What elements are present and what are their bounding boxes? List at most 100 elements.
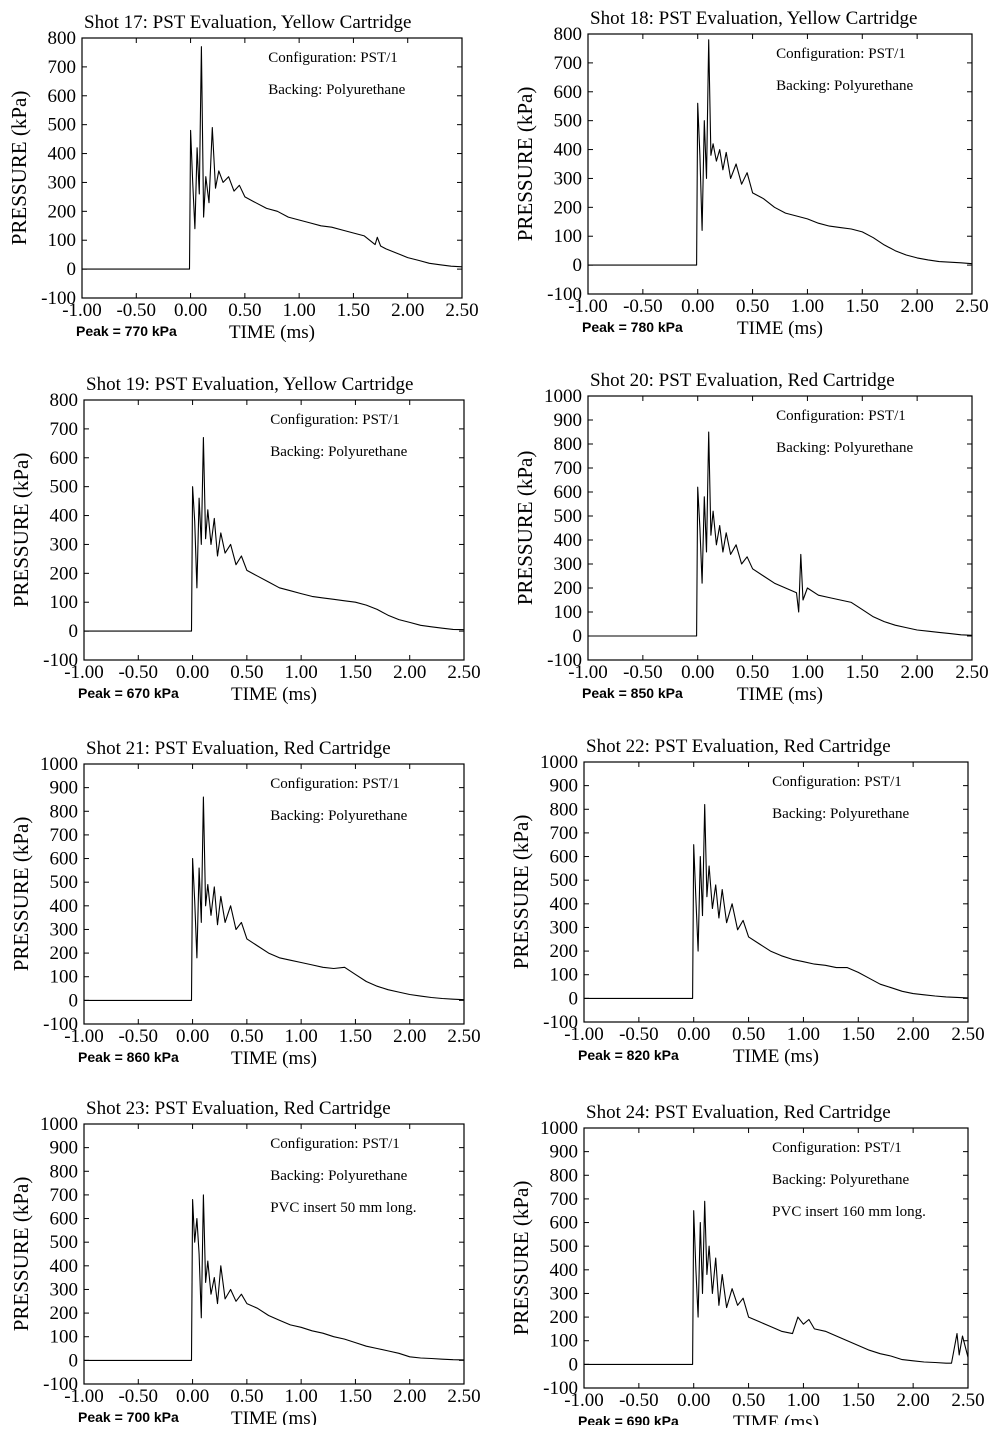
- y-tick-label: 900: [550, 776, 579, 797]
- pressure-series-line: [84, 437, 465, 632]
- x-tick-label: 2.00: [393, 1026, 426, 1047]
- y-axis-label: PRESSURE (kPa): [513, 87, 537, 242]
- annotation-text: Configuration: PST/1: [776, 408, 906, 424]
- annotation-text: PVC insert 50 mm long.: [270, 1200, 416, 1216]
- x-tick-label: 2.00: [393, 662, 426, 683]
- chart-panel-3: Shot 19: PST Evaluation, Yellow Cartridg…: [9, 374, 481, 705]
- y-tick-label: 200: [50, 1303, 79, 1324]
- x-tick-label: 2.50: [951, 1024, 984, 1045]
- y-tick-label: 200: [550, 1307, 579, 1328]
- annotation-text: Configuration: PST/1: [268, 50, 398, 66]
- y-tick-label: -100: [547, 650, 582, 671]
- x-tick-label: 1.00: [791, 296, 824, 317]
- y-tick-label: 100: [550, 1331, 579, 1352]
- x-tick-label: 0.00: [176, 1386, 209, 1407]
- chart-panel-4: Shot 20: PST Evaluation, Red Cartridge -1…: [513, 370, 989, 705]
- chart-panel-1: Shot 17: PST Evaluation, Yellow Cartridg…: [7, 12, 479, 343]
- peak-label: Peak = 670 kPa: [78, 685, 179, 701]
- y-tick-label: 500: [550, 1236, 579, 1257]
- pressure-series-line: [588, 39, 973, 266]
- y-tick-label: 400: [550, 1260, 579, 1281]
- x-tick-label: 1.50: [842, 1024, 875, 1045]
- x-tick-label: 0.00: [174, 300, 207, 321]
- y-tick-label: 100: [554, 226, 583, 247]
- y-tick-label: 600: [48, 86, 77, 107]
- y-tick-label: 1000: [544, 386, 582, 407]
- y-tick-label: 800: [550, 1165, 579, 1186]
- x-tick-label: 2.00: [901, 662, 934, 683]
- y-tick-label: 500: [550, 870, 579, 891]
- x-axis-label: TIME (ms): [231, 1408, 317, 1425]
- y-tick-label: 100: [50, 1327, 79, 1348]
- y-axis-label: PRESSURE (kPa): [7, 91, 31, 246]
- y-tick-label: 400: [48, 144, 77, 165]
- y-axis-label: PRESSURE (kPa): [513, 451, 537, 606]
- y-tick-label: 300: [550, 917, 579, 938]
- y-tick-label: 1000: [540, 1118, 578, 1139]
- y-tick-label: 0: [573, 626, 583, 647]
- annotation-text: PVC insert 160 mm long.: [772, 1204, 926, 1220]
- x-tick-label: -1.00: [64, 1386, 104, 1407]
- y-tick-label: 700: [550, 1189, 579, 1210]
- plot-frame: [587, 33, 973, 295]
- x-tick-label: 0.00: [677, 1390, 710, 1411]
- peak-label: Peak = 860 kPa: [78, 1049, 179, 1065]
- plot-frame: [583, 761, 969, 1023]
- y-tick-label: -100: [543, 1378, 578, 1399]
- y-tick-label: 100: [50, 967, 79, 988]
- x-axis-label: TIME (ms): [229, 322, 315, 343]
- x-tick-label: 0.50: [736, 296, 769, 317]
- y-tick-label: 800: [554, 24, 583, 45]
- x-tick-label: -0.50: [623, 662, 663, 683]
- x-tick-label: 0.50: [732, 1024, 765, 1045]
- y-tick-label: 400: [50, 896, 79, 917]
- y-tick-label: 300: [48, 172, 77, 193]
- y-tick-label: 600: [550, 847, 579, 868]
- y-tick-label: -100: [43, 1014, 78, 1035]
- y-tick-label: -100: [43, 1374, 78, 1395]
- annotation-text: Backing: Polyurethane: [776, 78, 913, 94]
- y-tick-label: 700: [554, 53, 583, 74]
- y-tick-label: 200: [48, 201, 77, 222]
- y-axis-label: PRESSURE (kPa): [9, 817, 33, 972]
- y-tick-label: 600: [554, 482, 583, 503]
- annotation-text: Backing: Polyurethane: [772, 806, 909, 822]
- chart-title: Shot 20: PST Evaluation, Red Cartridge: [590, 370, 895, 391]
- chart-panel-2: Shot 18: PST Evaluation, Yellow Cartridg…: [513, 8, 989, 339]
- chart-title: Shot 23: PST Evaluation, Red Cartridge: [86, 1098, 391, 1119]
- plot-frame: [83, 399, 465, 661]
- x-tick-label: -1.00: [564, 1024, 604, 1045]
- y-axis-label: PRESSURE (kPa): [509, 815, 533, 970]
- y-tick-label: 300: [50, 534, 79, 555]
- x-tick-label: 1.50: [846, 662, 879, 683]
- x-tick-label: 0.50: [736, 662, 769, 683]
- y-tick-label: 0: [573, 255, 583, 276]
- x-tick-label: -1.00: [62, 300, 102, 321]
- x-tick-label: 2.50: [955, 296, 988, 317]
- x-tick-label: 1.50: [846, 296, 879, 317]
- peak-label: Peak = 770 kPa: [76, 323, 177, 339]
- y-tick-label: 500: [50, 477, 79, 498]
- x-tick-label: -0.50: [118, 1026, 158, 1047]
- y-tick-label: 600: [50, 849, 79, 870]
- y-tick-label: 0: [69, 621, 79, 642]
- x-tick-label: 2.00: [391, 300, 424, 321]
- x-tick-label: 0.00: [677, 1024, 710, 1045]
- y-tick-label: 500: [554, 506, 583, 527]
- x-tick-label: 1.00: [787, 1390, 820, 1411]
- y-tick-label: 600: [554, 82, 583, 103]
- x-tick-label: 0.00: [176, 1026, 209, 1047]
- y-tick-label: 800: [50, 801, 79, 822]
- chart-panel-5: Shot 21: PST Evaluation, Red Cartridge -1…: [9, 738, 481, 1069]
- plot-frame: [83, 1123, 465, 1385]
- y-axis-label: PRESSURE (kPa): [9, 1177, 33, 1332]
- x-tick-label: 0.50: [230, 662, 263, 683]
- chart-title: Shot 24: PST Evaluation, Red Cartridge: [586, 1102, 891, 1123]
- annotation-text: Configuration: PST/1: [772, 774, 902, 790]
- y-tick-label: 1000: [540, 752, 578, 773]
- y-tick-label: 200: [554, 197, 583, 218]
- y-tick-label: 300: [554, 554, 583, 575]
- x-axis-label: TIME (ms): [231, 684, 317, 705]
- chart-title: Shot 17: PST Evaluation, Yellow Cartridg…: [84, 12, 411, 33]
- x-tick-label: 1.50: [339, 1386, 372, 1407]
